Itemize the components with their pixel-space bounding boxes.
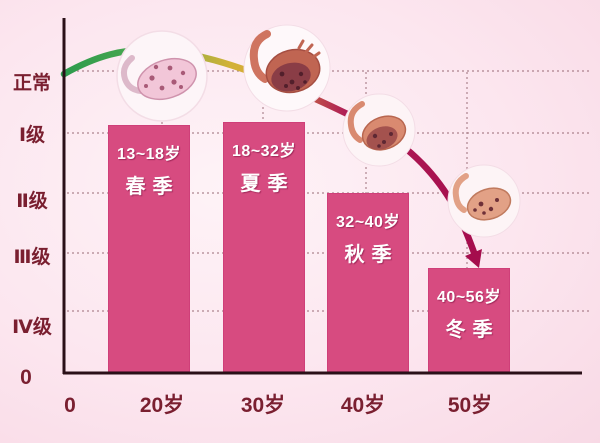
- bar-winter: 40~56岁 冬季: [428, 268, 510, 372]
- bar-spring-season-label: 春季: [125, 176, 180, 198]
- x-tick-20: 20岁: [139, 394, 185, 417]
- bar-summer-season-label: 夏季: [240, 173, 295, 195]
- bar-summer: 18~32岁 夏季: [223, 122, 305, 372]
- curve-arrowhead-icon: [465, 249, 482, 268]
- ovary-stage-3-icon: [342, 93, 416, 167]
- y-tick-level-4: Ⅳ级: [12, 317, 52, 338]
- x-tick-0: 0: [64, 394, 76, 417]
- ovary-stage-1-icon: [116, 30, 208, 122]
- y-tick-normal: 正常: [12, 73, 51, 94]
- y-tick-level-1: Ⅰ级: [18, 125, 46, 146]
- x-tick-30: 30岁: [240, 394, 286, 417]
- x-tick-40: 40岁: [340, 394, 386, 417]
- bar-autumn: 32~40岁 秋季: [327, 193, 409, 372]
- bar-winter-season-label: 冬季: [445, 319, 500, 341]
- bar-winter-age-label: 40~56岁: [437, 289, 501, 306]
- ovary-stage-2-icon: [243, 24, 331, 112]
- bar-autumn-age-label: 32~40岁: [336, 214, 400, 231]
- x-tick-50: 50岁: [447, 394, 493, 417]
- y-tick-level-3: Ⅲ级: [13, 247, 51, 268]
- bar-autumn-season-label: 秋季: [344, 244, 399, 266]
- bar-spring-age-label: 13~18岁: [117, 146, 181, 163]
- bar-summer-age-label: 18~32岁: [232, 143, 296, 160]
- y-tick-zero: 0: [20, 366, 32, 389]
- y-tick-level-2: Ⅱ级: [16, 191, 48, 212]
- bar-spring: 13~18岁 春季: [108, 125, 190, 372]
- ovary-stage-4-icon: [447, 164, 521, 238]
